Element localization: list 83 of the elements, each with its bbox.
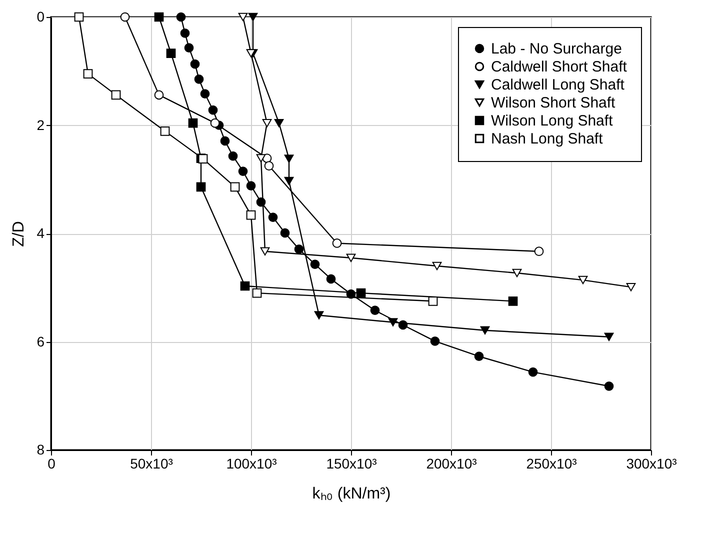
point — [274, 118, 284, 128]
point — [398, 320, 408, 330]
point — [240, 281, 250, 291]
point — [252, 288, 262, 298]
point — [310, 260, 320, 270]
point — [428, 296, 438, 306]
point — [200, 89, 210, 99]
legend-label: Caldwell Short Shaft — [491, 58, 628, 76]
point — [256, 197, 266, 207]
point — [284, 154, 294, 163]
point — [188, 118, 198, 128]
point — [356, 288, 366, 298]
x-tick-label: 150x10³ — [326, 456, 378, 472]
point — [176, 12, 186, 22]
point — [528, 367, 538, 377]
y-axis-title: Z/D — [10, 221, 28, 247]
point — [604, 381, 614, 391]
legend-label: Caldwell Long Shaft — [491, 76, 626, 94]
point — [180, 28, 190, 38]
legend-label: Lab - No Surcharge — [491, 40, 622, 58]
point — [210, 118, 220, 128]
point — [190, 59, 200, 69]
point — [238, 166, 248, 176]
point — [388, 318, 398, 326]
point — [220, 136, 230, 146]
x-tick-label: 50x10³ — [130, 456, 174, 472]
point — [268, 212, 278, 222]
point — [474, 352, 484, 362]
point — [314, 311, 324, 320]
point — [294, 244, 304, 254]
y-tick-label: 4 — [36, 225, 45, 241]
point — [238, 12, 248, 22]
x-tick-label: 100x10³ — [226, 456, 278, 472]
y-tick-label: 0 — [36, 8, 45, 24]
point — [346, 289, 356, 299]
point — [480, 326, 490, 335]
point — [230, 182, 240, 192]
point — [160, 126, 170, 136]
point — [534, 246, 544, 256]
point — [508, 296, 518, 306]
point — [280, 228, 290, 238]
point — [512, 268, 522, 278]
point — [246, 49, 256, 58]
point — [248, 12, 258, 22]
point — [346, 254, 356, 262]
legend-label: Nash Long Shaft — [491, 130, 604, 148]
point — [256, 154, 266, 162]
point — [578, 276, 588, 284]
legend-label: Wilson Long Shaft — [491, 112, 614, 130]
point — [430, 336, 440, 346]
legend-label: Wilson Short Shaft — [491, 94, 616, 112]
point — [264, 161, 274, 171]
point — [74, 12, 84, 22]
point — [626, 282, 636, 292]
point — [196, 182, 206, 192]
point — [284, 176, 294, 186]
point — [208, 105, 218, 115]
point — [332, 238, 342, 248]
x-tick-label: 250x10³ — [526, 456, 578, 472]
x-axis-title: kₕ₀ (kN/m³) — [312, 486, 391, 502]
point — [228, 151, 238, 161]
point — [326, 274, 336, 284]
y-tick-label: 6 — [36, 333, 45, 350]
point — [120, 12, 130, 22]
point — [262, 118, 272, 128]
point — [154, 90, 164, 100]
point — [166, 48, 176, 58]
x-tick-label: 0 — [48, 456, 56, 472]
point — [111, 90, 121, 100]
x-tick-label: 300x10³ — [626, 456, 678, 472]
point — [246, 181, 256, 191]
point — [604, 332, 614, 341]
point — [260, 247, 270, 256]
y-tick-label: 8 — [36, 442, 45, 458]
point — [432, 262, 442, 270]
point — [184, 43, 194, 53]
point — [154, 12, 164, 22]
point — [370, 306, 380, 316]
point — [83, 69, 93, 79]
point — [246, 210, 256, 220]
y-tick-label: 2 — [36, 116, 45, 133]
x-tick-label: 200x10³ — [426, 456, 478, 472]
point — [194, 74, 204, 84]
